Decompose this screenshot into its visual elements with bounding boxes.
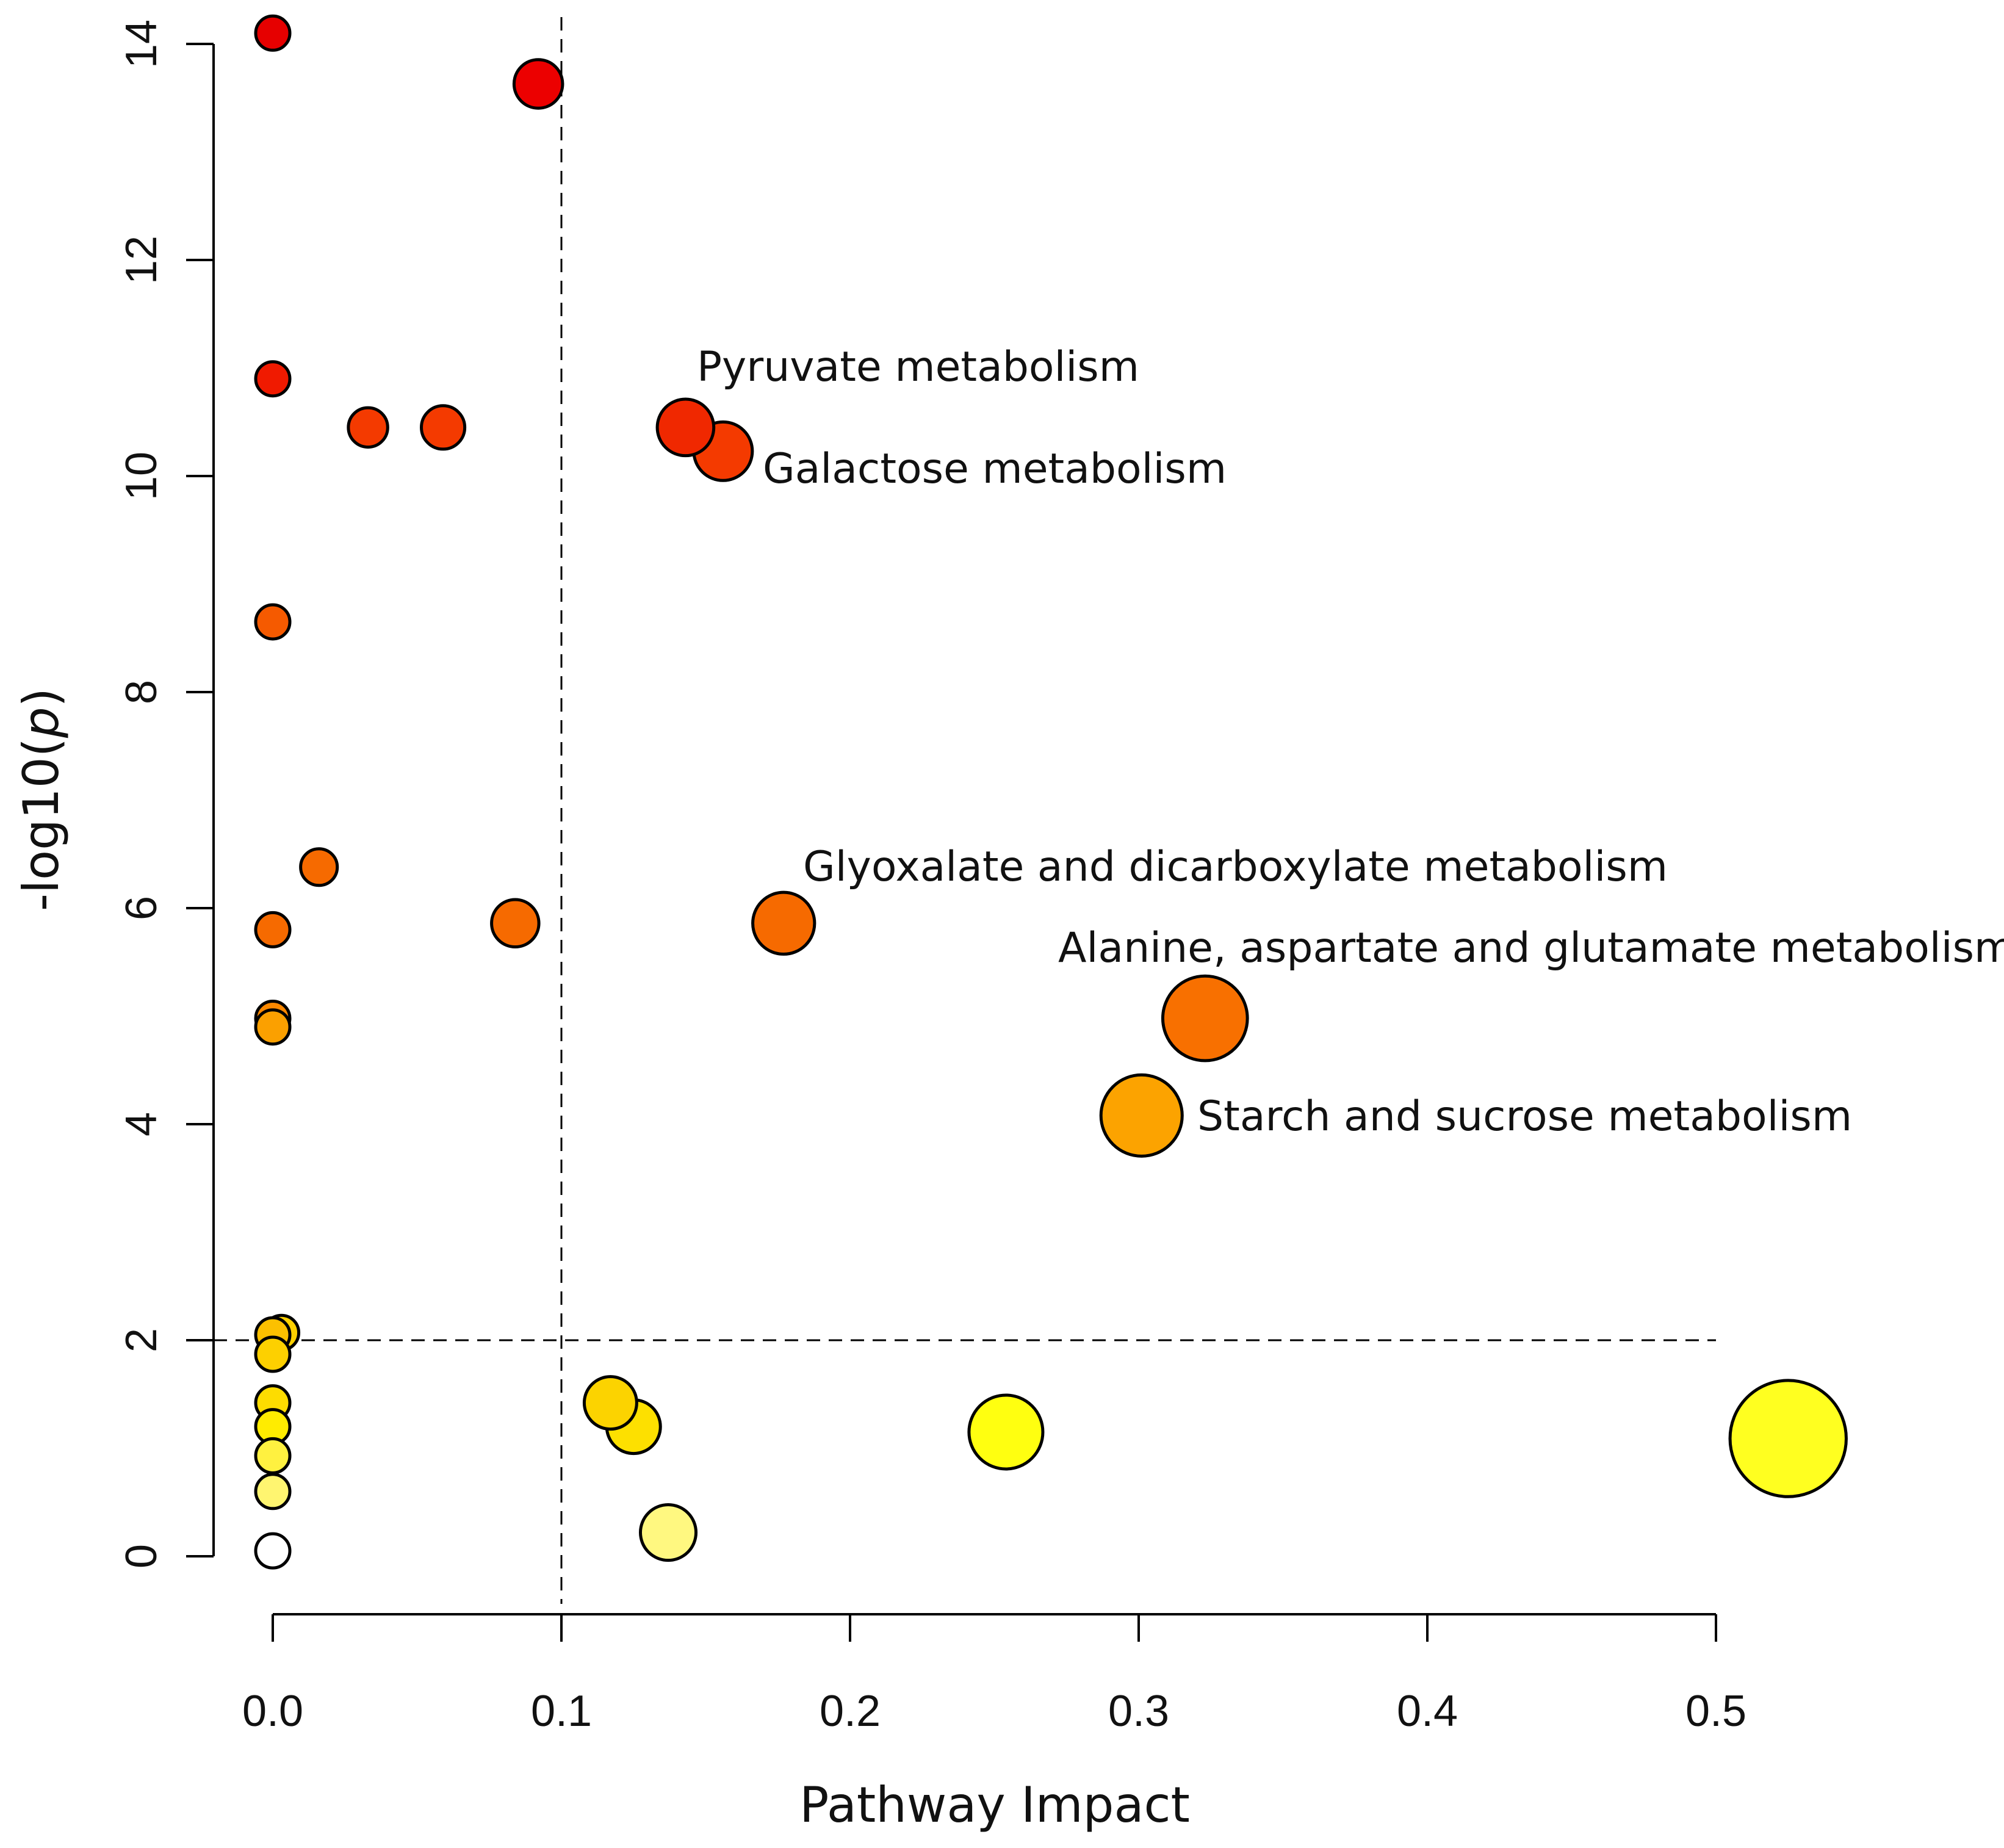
pathway-bubble xyxy=(254,1437,292,1474)
y-tick-label: 8 xyxy=(117,680,166,704)
pathway-bubble xyxy=(638,1503,698,1562)
pathway-bubble xyxy=(490,898,541,949)
pathway-bubble xyxy=(751,890,816,956)
y-tick-label: 10 xyxy=(117,452,166,500)
y-tick-label: 12 xyxy=(117,236,166,284)
x-axis-ticks: 0.0 0.1 0.2 0.3 0.4 0.5 xyxy=(242,1614,1746,1736)
y-axis-title-prefix: -log10( xyxy=(13,738,70,911)
y-tick-label: 14 xyxy=(117,20,166,68)
pathway-bubble xyxy=(299,847,339,887)
pathway-bubble xyxy=(1728,1379,1848,1498)
pathway-bubble xyxy=(254,1532,292,1570)
pathway-annotation: Galactose metabolism xyxy=(763,445,1227,493)
pathway-bubble xyxy=(254,360,292,398)
pathway-annotation: Starch and sucrose metabolism xyxy=(1197,1092,1852,1141)
y-axis-ticks: 0 2 4 6 8 10 12 14 xyxy=(117,20,214,1568)
pathway-bubble xyxy=(254,603,292,641)
y-tick-label: 4 xyxy=(117,1112,166,1136)
x-tick-label: 0.1 xyxy=(531,1687,592,1736)
y-axis-title-italic: p xyxy=(13,707,70,738)
y-tick-label: 6 xyxy=(117,896,166,920)
point-annotations: Pyruvate metabolism Galactose metabolism G… xyxy=(697,343,2004,1141)
y-tick-label: 0 xyxy=(117,1544,166,1568)
pathway-bubble xyxy=(254,14,292,52)
pathway-annotation: Glyoxalate and dicarboxylate metabolism xyxy=(803,843,1668,891)
pathway-bubble xyxy=(254,1335,292,1373)
y-tick-label: 2 xyxy=(117,1328,166,1352)
threshold-lines xyxy=(214,17,1716,1604)
data-points xyxy=(254,14,1848,1570)
pathway-bubble xyxy=(582,1375,638,1431)
pathway-bubble xyxy=(512,58,564,110)
x-tick-label: 0.4 xyxy=(1397,1687,1458,1736)
pathway-bubble xyxy=(254,1008,292,1046)
pathway-bubble xyxy=(254,911,292,948)
pathway-bubble xyxy=(1099,1073,1184,1158)
x-axis-title: Pathway Impact xyxy=(799,1777,1190,1833)
pathway-bubble xyxy=(347,406,389,449)
pathway-bubble xyxy=(420,404,467,451)
axes xyxy=(212,44,1716,1615)
pathway-bubble xyxy=(1161,974,1249,1063)
x-tick-label: 0.2 xyxy=(820,1687,881,1736)
x-tick-label: 0.3 xyxy=(1108,1687,1169,1736)
pathway-bubble xyxy=(967,1393,1045,1471)
pathway-bubble xyxy=(254,1473,292,1511)
y-axis-title-suffix: ) xyxy=(13,688,70,707)
pathway-annotation: Pyruvate metabolism xyxy=(697,343,1139,391)
x-tick-label: 0.5 xyxy=(1685,1687,1746,1736)
pathway-bubble xyxy=(655,397,716,458)
y-axis-title: -log10(p) xyxy=(13,688,70,911)
pathway-annotation: Alanine, aspartate and glutamate metabol… xyxy=(1058,924,2004,972)
x-tick-label: 0.0 xyxy=(242,1687,303,1736)
